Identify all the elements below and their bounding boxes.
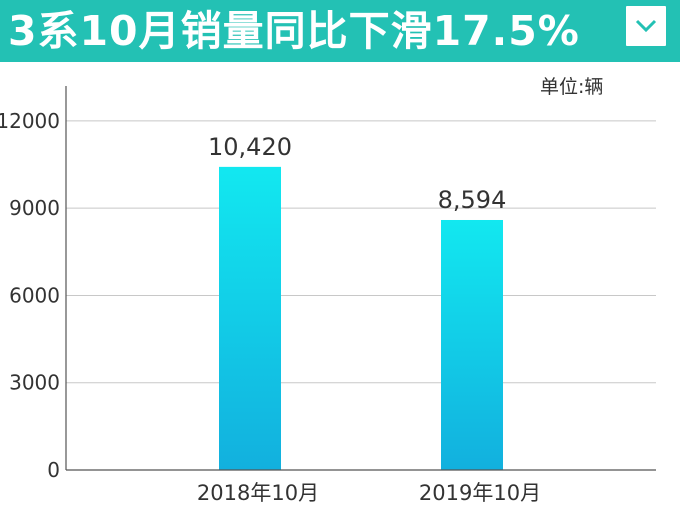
unit-label: 单位:辆 — [540, 76, 604, 98]
y-axis-ticks: 0 3000 6000 9000 12000 — [0, 109, 60, 482]
page-title: 3系10月销量同比下滑17.5% — [8, 7, 580, 55]
bar — [441, 219, 503, 470]
y-tick-label: 6000 — [9, 283, 60, 307]
header-bar: 3系10月销量同比下滑17.5% — [0, 0, 680, 62]
data-label: 8,594 — [438, 186, 507, 214]
x-tick-label: 2018年10月 — [197, 481, 319, 505]
grid-lines — [66, 120, 656, 384]
x-tick-label: 2019年10月 — [419, 481, 541, 505]
bar — [219, 166, 281, 470]
bars — [219, 166, 503, 470]
collapse-button[interactable] — [624, 4, 668, 48]
data-label: 10,420 — [208, 133, 292, 161]
y-tick-label: 12000 — [0, 109, 60, 133]
chevron-down-icon — [635, 19, 657, 33]
y-tick-label: 0 — [47, 458, 60, 482]
y-tick-label: 9000 — [9, 196, 60, 220]
data-labels: 10,420 8,594 — [208, 133, 506, 214]
x-axis-categories: 2018年10月 2019年10月 — [197, 481, 541, 505]
y-tick-label: 3000 — [9, 371, 60, 395]
